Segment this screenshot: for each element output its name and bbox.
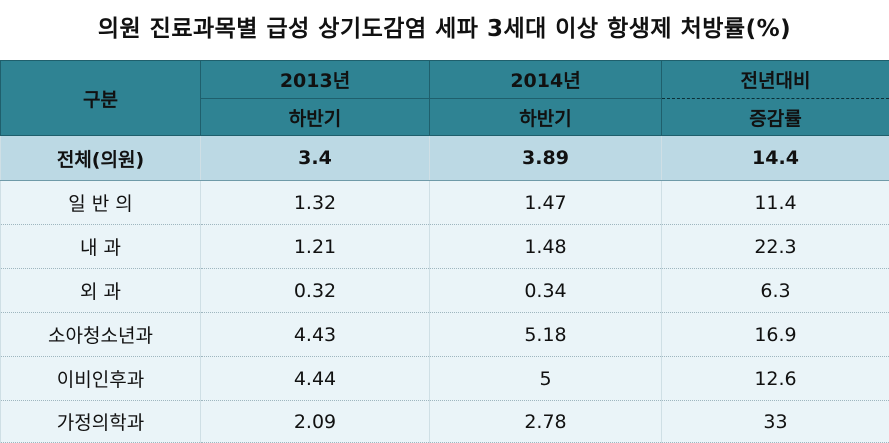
header-change-line1: 전년대비 bbox=[661, 60, 889, 99]
cell-change: 11.4 bbox=[661, 180, 889, 225]
cell-2013: 1.32 bbox=[200, 180, 430, 225]
row-label: 가정의학과 bbox=[0, 400, 201, 443]
cell-change: 6.3 bbox=[661, 268, 889, 313]
row-label: 소아청소년과 bbox=[0, 312, 201, 357]
cell-2013: 0.32 bbox=[200, 268, 430, 313]
cell-change: 14.4 bbox=[661, 135, 889, 181]
row-label: 이비인후과 bbox=[0, 356, 201, 401]
row-label: 외 과 bbox=[0, 268, 201, 313]
header-2013-half: 하반기 bbox=[200, 98, 430, 136]
header-change-line2: 증감률 bbox=[661, 98, 889, 136]
cell-2014: 0.34 bbox=[429, 268, 662, 313]
table-row: 외 과 0.32 0.34 6.3 bbox=[0, 268, 889, 313]
row-label: 전체(의원) bbox=[0, 135, 201, 181]
cell-change: 16.9 bbox=[661, 312, 889, 357]
header-category: 구분 bbox=[0, 60, 201, 136]
cell-2014: 1.47 bbox=[429, 180, 662, 225]
table-row: 소아청소년과 4.43 5.18 16.9 bbox=[0, 312, 889, 357]
cell-change: 33 bbox=[661, 400, 889, 443]
cell-2014: 5 bbox=[429, 356, 662, 401]
cell-2014: 3.89 bbox=[429, 135, 662, 181]
table-header: 구분 2013년 2014년 전년대비 하반기 하반기 증감률 bbox=[0, 60, 889, 136]
cell-2013: 3.4 bbox=[200, 135, 430, 181]
header-2013-year: 2013년 bbox=[200, 60, 430, 99]
table-row: 이비인후과 4.44 5 12.6 bbox=[0, 356, 889, 401]
table-row: 일 반 의 1.32 1.47 11.4 bbox=[0, 180, 889, 225]
table-body: 전체(의원) 3.4 3.89 14.4 일 반 의 1.32 1.47 11.… bbox=[0, 135, 889, 443]
cell-2013: 4.43 bbox=[200, 312, 430, 357]
row-label: 내 과 bbox=[0, 224, 201, 269]
header-2014-year: 2014년 bbox=[429, 60, 662, 99]
cell-2013: 1.21 bbox=[200, 224, 430, 269]
cell-2013: 2.09 bbox=[200, 400, 430, 443]
cell-change: 12.6 bbox=[661, 356, 889, 401]
header-2014-half: 하반기 bbox=[429, 98, 662, 136]
table-title: 의원 진료과목별 급성 상기도감염 세파 3세대 이상 항생제 처방률(%) bbox=[97, 16, 792, 42]
cell-2014: 5.18 bbox=[429, 312, 662, 357]
cell-2014: 2.78 bbox=[429, 400, 662, 443]
row-label: 일 반 의 bbox=[0, 180, 201, 225]
cell-change: 22.3 bbox=[661, 224, 889, 269]
cell-2013: 4.44 bbox=[200, 356, 430, 401]
prescription-rate-table: 구분 2013년 2014년 전년대비 하반기 하반기 증감률 전체(의원) 3… bbox=[0, 60, 889, 443]
table-row: 내 과 1.21 1.48 22.3 bbox=[0, 224, 889, 269]
cell-2014: 1.48 bbox=[429, 224, 662, 269]
table-row: 가정의학과 2.09 2.78 33 bbox=[0, 400, 889, 443]
table-row-total: 전체(의원) 3.4 3.89 14.4 bbox=[0, 135, 889, 181]
